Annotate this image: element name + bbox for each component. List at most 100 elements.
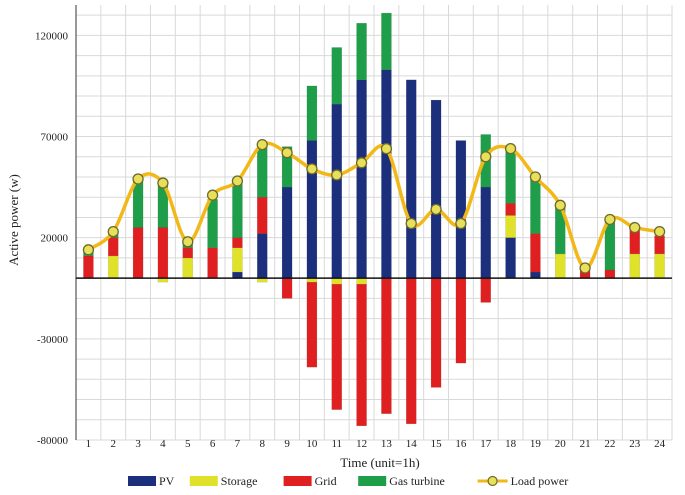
bar-grid [182, 247, 193, 259]
bar-pv [505, 237, 516, 279]
load-power-point [256, 138, 268, 151]
x-tick-label: 11 [331, 438, 342, 450]
load-power-point [82, 244, 95, 256]
y-tick-label: 20000 [41, 233, 69, 245]
bar-gas-turbine [281, 146, 293, 188]
x-tick-label: 9 [284, 438, 290, 450]
x-tick-label: 18 [505, 438, 517, 450]
bar-grid [604, 269, 616, 279]
bar-gas-turbine [306, 85, 318, 141]
x-tick-label: 23 [629, 438, 641, 450]
legend-swatch [358, 476, 387, 486]
load-power-point [430, 203, 442, 215]
bar-grid [232, 237, 243, 249]
bar-storage [654, 253, 665, 279]
bar-storage [182, 257, 193, 279]
y-axis-title: Active power (w) [6, 174, 21, 266]
load-power-point [331, 169, 343, 181]
bar-grid [83, 255, 94, 279]
load-power-point [206, 189, 219, 201]
x-tick-label: 12 [356, 438, 367, 450]
bar-storage [555, 253, 566, 279]
x-tick-label: 10 [306, 438, 318, 450]
bar-pv [356, 79, 367, 279]
bar-grid [430, 277, 442, 388]
bar-gas-turbine [232, 180, 243, 238]
bar-gas-turbine [356, 22, 367, 81]
bar-grid [306, 281, 318, 368]
load-power-point [182, 236, 194, 248]
bar-storage [356, 277, 367, 285]
bar-grid [505, 203, 516, 216]
bar-storage [331, 277, 342, 285]
bar-pv [257, 233, 268, 279]
load-power-point [380, 143, 393, 155]
bar-grid [480, 277, 491, 303]
bar-grid [381, 277, 392, 414]
legend-swatch [189, 476, 218, 486]
bar-pv [406, 79, 417, 279]
load-power-point [355, 157, 368, 169]
x-tick-label: 20 [555, 438, 567, 450]
bar-grid [530, 233, 541, 273]
grid-layer [75, 5, 673, 441]
y-tick-label: 120000 [35, 30, 69, 42]
legend-label: Storage [221, 474, 258, 488]
bar-gas-turbine [257, 144, 268, 198]
load-power-point [604, 213, 616, 226]
bar-pv [232, 271, 243, 279]
x-tick-label: 21 [580, 438, 591, 450]
bar-pv [281, 186, 293, 279]
x-tick-label: 24 [654, 438, 666, 450]
bar-grid [132, 227, 144, 279]
x-tick-label: 16 [455, 438, 467, 450]
bar-gas-turbine [381, 12, 392, 70]
bar-pv [480, 186, 491, 279]
bar-pv [381, 69, 392, 279]
legend-label: Gas turbine [389, 474, 445, 488]
load-power-point [629, 221, 641, 234]
bar-grid [108, 237, 119, 257]
bar-gas-turbine [505, 148, 516, 204]
bar-gas-turbine [530, 178, 541, 234]
load-power-point [480, 151, 492, 163]
bar-grid [356, 283, 367, 427]
bar-grid [406, 277, 417, 425]
x-tick-label: 6 [210, 438, 216, 450]
load-power-point [554, 199, 566, 211]
x-tick-label: 5 [185, 438, 191, 450]
line-layer [82, 138, 666, 274]
legend: PV Storage Grid Gas turbine Load power [128, 474, 568, 488]
x-tick-label: 7 [235, 438, 241, 450]
bar-storage [629, 253, 640, 279]
bar-gas-turbine [132, 180, 144, 228]
load-power-point [529, 171, 542, 183]
legend-label: Grid [315, 474, 337, 488]
bar-layer [83, 12, 665, 427]
x-tick-label: 1 [86, 438, 92, 450]
bar-pv [306, 140, 318, 279]
x-tick-label: 8 [260, 438, 266, 450]
bar-pv [430, 99, 442, 279]
y-tick-label: -30000 [37, 334, 69, 346]
bar-grid [455, 277, 467, 364]
bar-storage [108, 255, 119, 279]
legend-item: Grid [283, 474, 337, 488]
legend-item: Load power [477, 474, 569, 488]
load-power-point [281, 147, 293, 159]
bar-grid [257, 196, 268, 234]
bar-pv [455, 140, 467, 279]
legend-item: Gas turbine [358, 474, 445, 488]
x-tick-label: 2 [111, 438, 117, 450]
legend-label: Load power [511, 474, 569, 488]
load-power-point [455, 217, 467, 230]
x-tick-label: 14 [406, 438, 418, 450]
bar-grid [331, 283, 342, 410]
axis-layer [75, 5, 672, 440]
x-tick-label: 17 [480, 438, 492, 450]
bar-storage [505, 215, 516, 238]
bar-pv [530, 271, 541, 279]
